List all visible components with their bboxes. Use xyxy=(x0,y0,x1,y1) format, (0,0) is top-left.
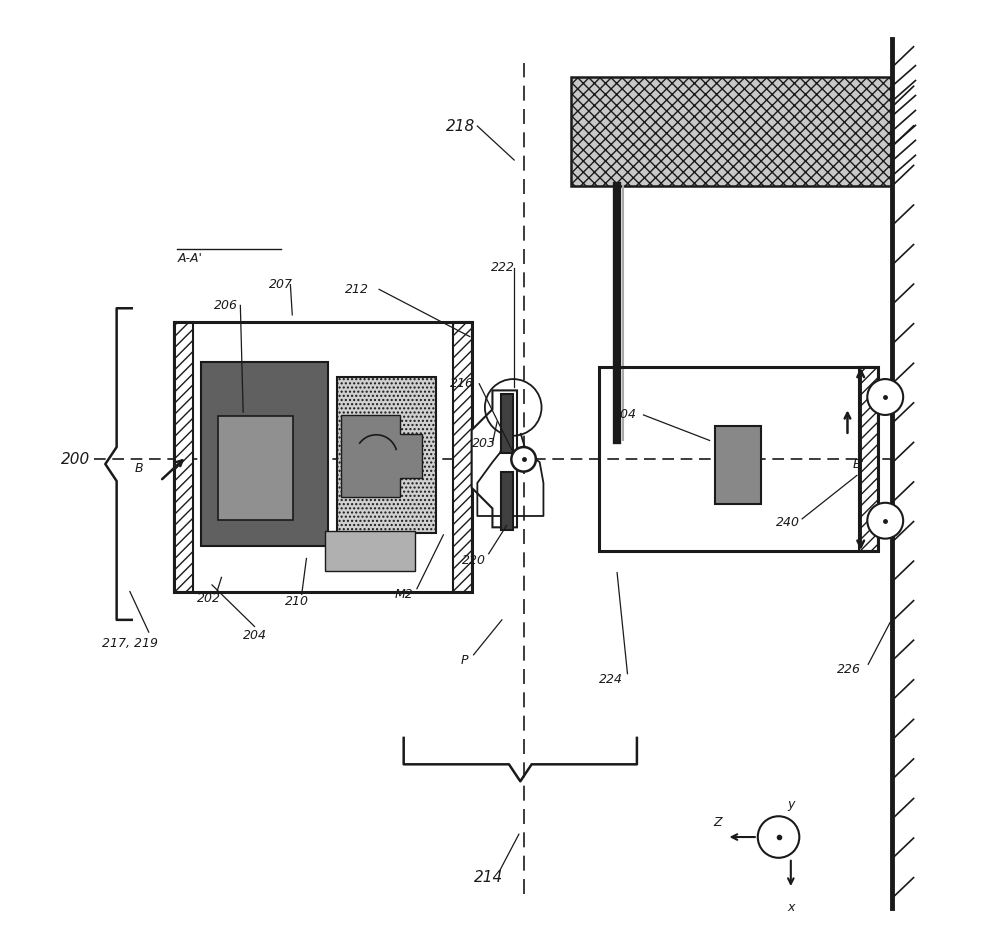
Circle shape xyxy=(867,503,903,539)
Text: 203: 203 xyxy=(472,437,496,450)
Text: 204: 204 xyxy=(243,630,267,642)
Bar xyxy=(325,531,415,571)
Bar xyxy=(174,322,193,592)
Text: 218: 218 xyxy=(446,118,475,134)
Bar xyxy=(859,366,878,551)
Text: 224: 224 xyxy=(599,672,623,686)
Text: 200: 200 xyxy=(60,452,90,467)
Bar xyxy=(501,472,513,530)
Bar xyxy=(337,377,436,533)
Bar xyxy=(571,77,892,186)
Text: Z: Z xyxy=(713,816,721,830)
Bar xyxy=(599,366,878,551)
Polygon shape xyxy=(472,390,517,527)
Bar xyxy=(453,322,472,592)
Text: 220: 220 xyxy=(462,554,486,567)
Text: 210: 210 xyxy=(285,596,309,608)
Text: P: P xyxy=(460,654,468,667)
Bar xyxy=(715,426,761,504)
Circle shape xyxy=(867,379,903,415)
Bar xyxy=(201,362,328,546)
Text: 204: 204 xyxy=(613,408,637,421)
Text: 206: 206 xyxy=(214,299,238,312)
Text: 222: 222 xyxy=(491,261,515,275)
Text: 216: 216 xyxy=(450,377,474,390)
Polygon shape xyxy=(341,415,422,497)
Text: 212: 212 xyxy=(344,283,368,295)
Text: y: y xyxy=(787,797,795,811)
Text: 226: 226 xyxy=(837,664,861,676)
Text: x: x xyxy=(787,902,795,914)
Text: 207: 207 xyxy=(269,278,293,291)
Text: 217, 219: 217, 219 xyxy=(102,637,158,650)
Text: 202: 202 xyxy=(197,592,221,604)
Text: M2: M2 xyxy=(394,588,413,600)
Text: B': B' xyxy=(853,457,865,471)
Text: 214: 214 xyxy=(474,870,503,885)
Circle shape xyxy=(511,447,536,472)
Bar xyxy=(218,416,293,520)
Bar xyxy=(501,394,513,453)
Text: 240: 240 xyxy=(776,516,800,529)
Bar xyxy=(174,322,472,592)
Text: B: B xyxy=(135,462,144,475)
Text: A-A': A-A' xyxy=(178,252,203,265)
